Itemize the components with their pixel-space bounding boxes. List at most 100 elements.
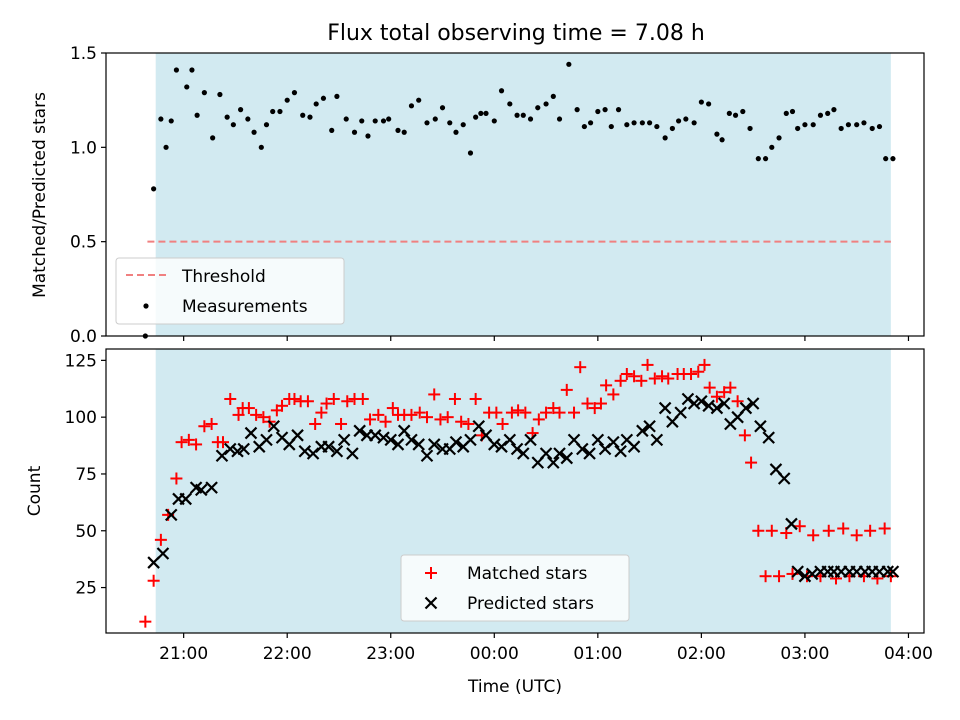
matched-star-point <box>309 417 322 430</box>
measurement-point <box>432 116 438 122</box>
matched-star-point <box>257 411 270 424</box>
count-y-tick-label: 75 <box>75 465 97 485</box>
measurement-point <box>151 186 157 192</box>
matched-star-point <box>490 406 503 419</box>
matched-star-point <box>364 413 377 426</box>
matched-star-point <box>588 402 601 415</box>
measurement-point <box>624 122 630 128</box>
matched-star-point <box>692 365 705 378</box>
ratio-y-axis-label: Matched/Predicted stars <box>30 92 50 298</box>
ratio-y-tick-label: 0.5 <box>70 233 97 253</box>
measurement-point <box>189 67 195 73</box>
measurement-point <box>320 95 327 101</box>
count-axes-frame <box>105 348 925 634</box>
count-y-ticks: 25 50 75 100 125 <box>65 351 106 599</box>
predicted-star-point <box>583 447 596 460</box>
matched-star-point <box>327 392 340 405</box>
measurement-point <box>473 114 479 120</box>
x-tick-label: 03:00 <box>780 644 829 664</box>
measurement-point <box>224 114 230 120</box>
measurement-point <box>732 112 739 118</box>
count-y-axis-label: Count <box>25 465 45 516</box>
measurement-point <box>691 120 697 126</box>
predicted-star-point <box>510 442 524 456</box>
matched-star-point <box>752 524 765 537</box>
measurement-point <box>631 120 637 126</box>
predicted-star-point <box>650 433 664 447</box>
measurement-point <box>343 116 349 122</box>
predicted-star-point <box>762 431 775 444</box>
matched-star-point <box>635 374 648 387</box>
predicted-star-point <box>674 406 687 419</box>
measurement-point <box>845 122 852 128</box>
predicted-star-point <box>591 433 605 447</box>
measurement-point <box>478 110 484 116</box>
measurement-point <box>883 156 889 162</box>
measurement-point <box>838 125 844 132</box>
matched-star-point <box>224 392 237 405</box>
matched-star-point <box>703 381 716 394</box>
predicted-stars-points <box>147 392 900 583</box>
measurement-point <box>491 118 497 124</box>
measurement-point <box>498 88 505 94</box>
measurement-point <box>270 108 276 115</box>
predicted-star-point <box>503 433 517 447</box>
matched-star-point <box>738 429 751 442</box>
measurement-point <box>714 131 720 137</box>
legend-matched-label: Matched stars <box>467 564 587 584</box>
matched-star-point <box>250 408 263 421</box>
predicted-star-point <box>260 433 273 447</box>
matched-star-point <box>441 411 454 424</box>
matched-star-point <box>462 417 475 430</box>
predicted-star-point <box>710 401 724 415</box>
matched-star-point <box>765 524 778 537</box>
measurement-point <box>776 135 782 141</box>
measurement-point <box>566 61 572 67</box>
measurement-point <box>639 120 645 126</box>
measurement-point <box>230 122 236 128</box>
matched-star-point <box>175 436 188 449</box>
predicted-star-point <box>427 438 441 451</box>
ratio-y-tick-label: 0.0 <box>70 327 97 347</box>
matched-star-point <box>574 361 587 374</box>
predicted-star-point <box>746 397 760 410</box>
predicted-star-point <box>472 419 486 433</box>
matched-star-point <box>386 402 399 415</box>
measurement-point <box>825 110 831 116</box>
ratio-x-ticks <box>183 336 910 341</box>
ratio-legend-box <box>115 257 345 325</box>
predicted-star-point <box>717 397 731 410</box>
measurement-point <box>683 116 689 122</box>
predicted-star-point <box>405 433 418 447</box>
matched-star-point <box>837 522 850 535</box>
x-tick-label: 02:00 <box>677 644 726 664</box>
measurement-point <box>217 91 223 98</box>
measurement-point <box>372 118 378 124</box>
matched-star-point <box>807 529 820 542</box>
predicted-star-point <box>449 435 463 449</box>
measurement-point <box>277 108 283 115</box>
measurement-point <box>329 127 335 133</box>
predicted-star-point <box>464 433 477 447</box>
matched-star-point <box>154 533 167 546</box>
measurement-point <box>158 116 164 122</box>
measurement-point <box>439 105 446 111</box>
measurement-point <box>300 112 306 118</box>
matched-star-point <box>205 417 218 430</box>
legend-predicted-swatch <box>424 596 438 610</box>
measurement-point <box>698 99 704 105</box>
measurement-point <box>210 135 216 141</box>
matched-star-point <box>198 420 211 433</box>
x-tick-label: 21:00 <box>159 644 208 664</box>
matched-star-point <box>242 402 255 415</box>
predicted-star-point <box>322 440 335 453</box>
matched-star-point <box>147 574 160 587</box>
measurement-point <box>201 90 207 96</box>
predicted-star-point <box>330 444 344 458</box>
predicted-star-point <box>488 438 501 451</box>
count-y-tick-label: 50 <box>75 522 97 542</box>
matched-star-point <box>560 383 573 396</box>
matched-star-point <box>301 395 314 408</box>
measurement-point <box>817 112 824 118</box>
predicted-star-point <box>353 424 366 438</box>
